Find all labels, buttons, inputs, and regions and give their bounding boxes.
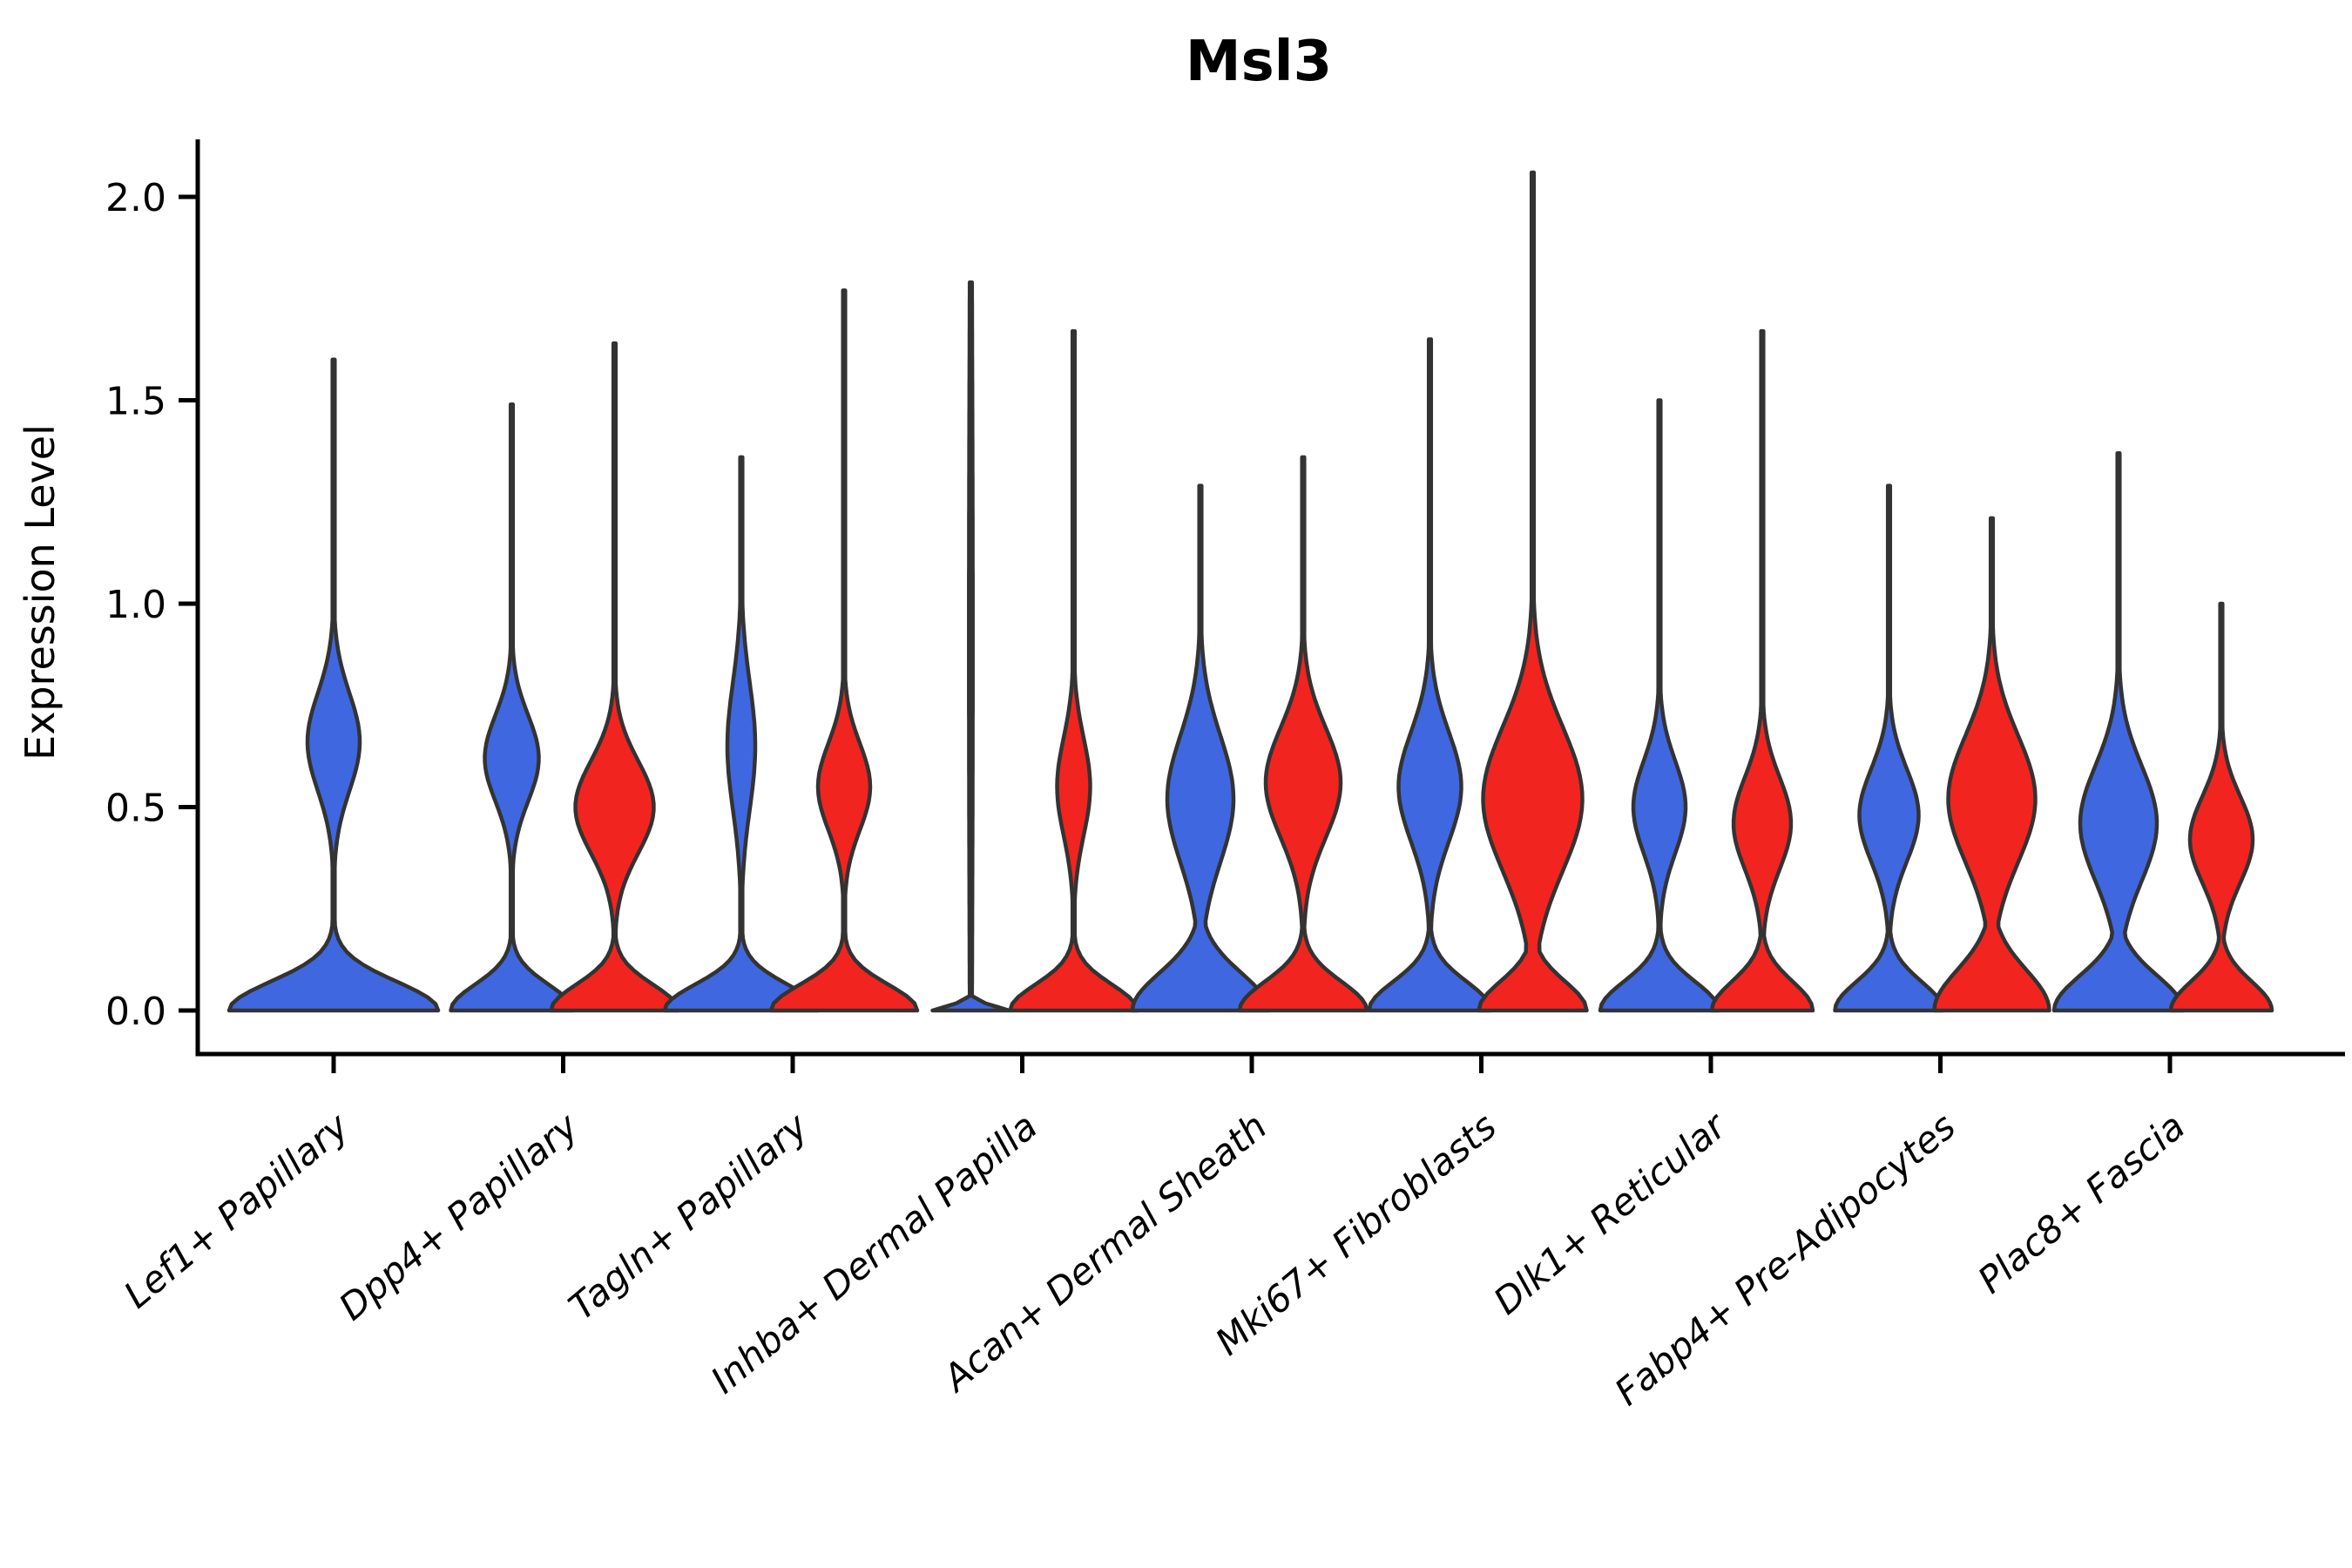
x-tick-label: Dpp4+ Papillary xyxy=(331,1104,587,1328)
y-tick-label: 2.0 xyxy=(105,176,166,220)
y-tick-label: 1.5 xyxy=(105,380,166,424)
violin-red-6 xyxy=(1477,170,1589,1013)
x-tick-label: Dlk1+ Reticular xyxy=(1485,1103,1735,1322)
violin-red-9 xyxy=(2168,601,2274,1013)
y-axis-label: Expression Level xyxy=(17,424,64,760)
axes-layer xyxy=(179,139,2345,1073)
violin-blue-7 xyxy=(1598,398,1721,1013)
violin-blue-3 xyxy=(662,455,821,1013)
violin-blue-5 xyxy=(1130,483,1271,1013)
violin-red-2 xyxy=(549,341,680,1013)
x-tick-label: Lef1+ Papillary xyxy=(116,1104,357,1316)
violin-blue-4 xyxy=(930,280,1011,1013)
violin-red-4 xyxy=(1008,328,1139,1013)
y-tick-label: 0.0 xyxy=(105,990,166,1034)
chart-title: Msl3 xyxy=(1186,30,1332,94)
y-tick-label: 1.0 xyxy=(105,583,166,627)
violin-red-3 xyxy=(768,288,920,1013)
violin-red-5 xyxy=(1237,455,1369,1013)
violin-blue-9 xyxy=(2051,450,2186,1013)
violin-blue-2 xyxy=(449,402,575,1013)
violin-red-8 xyxy=(1932,516,2051,1013)
violin-blue-8 xyxy=(1833,483,1945,1013)
violin-blue-6 xyxy=(1367,337,1493,1013)
x-tick-label: Plac8+ Fascia xyxy=(1970,1105,2193,1301)
violin-red-7 xyxy=(1709,328,1815,1013)
violin-blue-1 xyxy=(226,357,441,1013)
y-tick-label: 0.5 xyxy=(105,787,166,831)
violin-layer xyxy=(226,170,2274,1013)
x-tick-label: Tagln+ Papillary xyxy=(561,1104,817,1328)
